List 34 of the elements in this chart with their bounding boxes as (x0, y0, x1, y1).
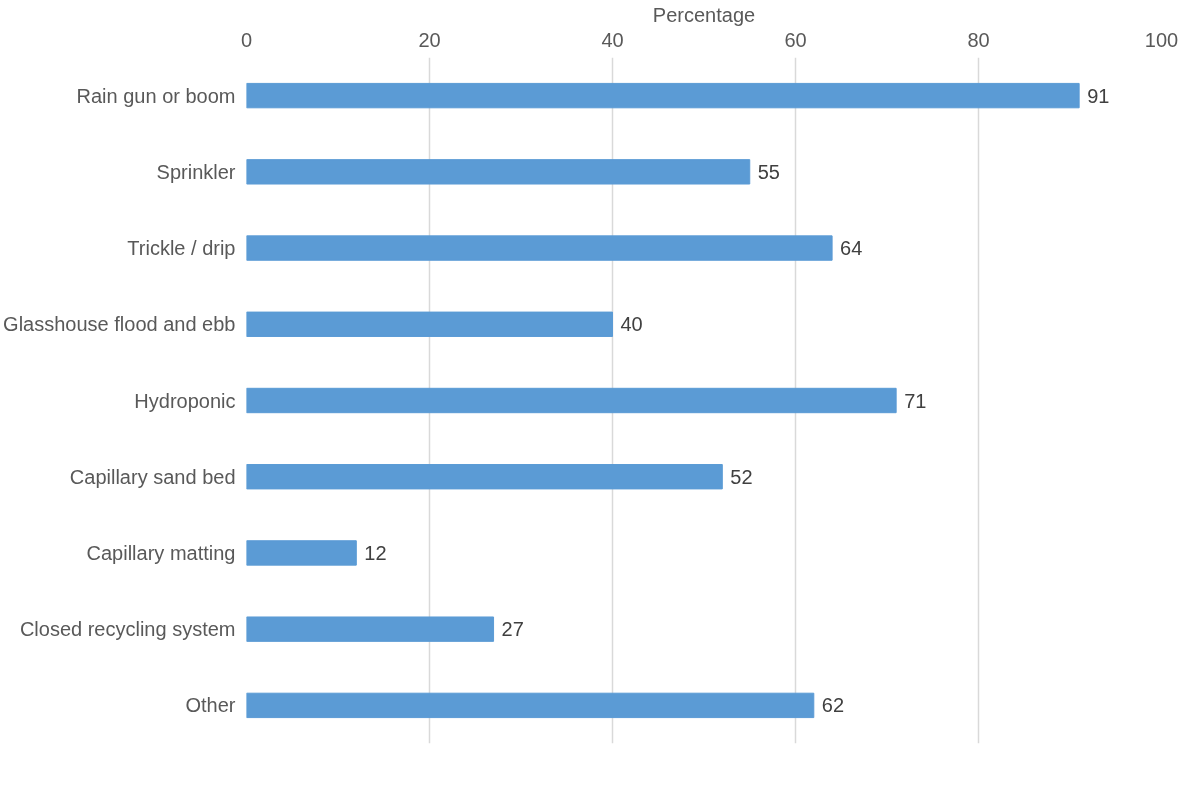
x-tick-label: 100 (1144, 28, 1179, 51)
data-label: 52 (730, 465, 753, 488)
x-tick-label: 0 (240, 28, 253, 51)
y-tick-label: Trickle / drip (127, 237, 236, 260)
data-label: 27 (501, 618, 524, 641)
bar (246, 82, 1080, 109)
y-tick-label: Other (185, 694, 236, 717)
bar (246, 616, 495, 642)
data-label: 64 (840, 237, 863, 260)
x-tick-label: 20 (418, 28, 441, 51)
y-tick-label: Hydroponic (134, 389, 236, 412)
data-label: 55 (757, 160, 780, 183)
y-tick-label: Rain gun or boom (76, 84, 236, 107)
data-label: 12 (364, 541, 387, 564)
data-label: 40 (620, 313, 643, 336)
bar (246, 464, 723, 490)
bar (246, 311, 613, 337)
y-tick-label: Capillary sand bed (69, 465, 236, 488)
data-label: 91 (1087, 84, 1110, 107)
bar (246, 540, 357, 566)
x-tick-label: 60 (784, 28, 807, 51)
y-tick-label: Sprinkler (156, 160, 236, 183)
bar (246, 387, 897, 414)
data-label: 71 (904, 389, 927, 412)
y-tick-label: Capillary matting (86, 541, 236, 564)
y-tick-label: Glasshouse flood and ebb (3, 313, 236, 336)
x-tick-label: 40 (601, 28, 624, 51)
bar (246, 159, 751, 185)
data-label: 62 (821, 694, 845, 717)
bar (246, 235, 833, 261)
y-tick-label: Closed recycling system (19, 618, 236, 641)
x-axis-title: Percentage (652, 3, 756, 26)
x-tick-label: 80 (967, 28, 990, 51)
bar (246, 692, 815, 719)
